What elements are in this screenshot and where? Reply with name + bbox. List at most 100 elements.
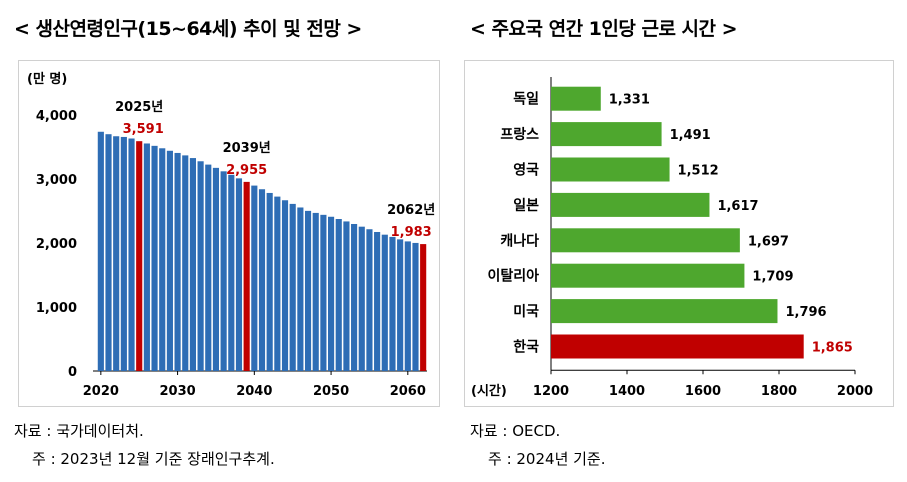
working-hours-chart: 독일 1,331 프랑스 1,491 영국 1,512 일본 1,617 캐나다 1,697 이탈리…	[464, 60, 894, 407]
bar	[374, 231, 381, 371]
category-label: 미국	[513, 304, 539, 320]
value-label: 1,709	[752, 270, 793, 285]
bar	[274, 196, 281, 371]
right-chart-title: < 주요국 연간 1인당 근로 시간 >	[470, 18, 738, 40]
x-tick-label: 1200	[533, 384, 569, 399]
x-tick-label: 2060	[390, 384, 426, 399]
bar	[120, 136, 127, 371]
working-age-population-svg: (만 명) 0 1,000 2,000 3,000 4,000 2020 2030 2040 20…	[27, 71, 435, 399]
bar	[197, 161, 204, 371]
right-source-note: 자료 : OECD.	[470, 422, 561, 440]
value-label: 1,512	[678, 164, 719, 179]
x-tick-label: 2000	[837, 384, 873, 399]
bar	[281, 200, 289, 371]
value-label: 1,491	[670, 128, 711, 143]
bar	[389, 236, 396, 371]
right-footnote: 주 : 2024년 기준.	[488, 450, 606, 468]
bar	[551, 299, 778, 324]
x-tick-label: 2020	[83, 384, 119, 399]
bar	[136, 141, 143, 371]
bar	[212, 167, 220, 371]
bar	[420, 244, 427, 371]
bar	[189, 158, 196, 371]
bar	[143, 143, 150, 371]
x-tick-label: 2040	[236, 384, 272, 399]
bar	[551, 122, 662, 147]
x-tick-label: 2050	[313, 384, 349, 399]
annotation-year: 2062년	[387, 203, 435, 218]
bar	[182, 155, 189, 371]
bar	[328, 216, 335, 371]
bar	[159, 148, 166, 371]
bar	[351, 223, 358, 371]
category-label: 영국	[513, 162, 539, 179]
bar	[258, 189, 266, 371]
bar	[128, 138, 135, 371]
y-unit-label: (만 명)	[27, 71, 67, 87]
annotation-value: 1,983	[391, 225, 432, 240]
y-tick-label: 4,000	[36, 109, 77, 124]
bar	[551, 228, 740, 253]
bar	[235, 178, 243, 371]
x-tick-label: 2030	[159, 384, 195, 399]
bar	[320, 214, 327, 371]
working-age-population-chart: (만 명) 0 1,000 2,000 3,000 4,000 2020 2030 2040 20…	[18, 60, 440, 407]
bar	[412, 242, 419, 371]
bar	[312, 212, 319, 371]
category-label: 일본	[513, 198, 539, 214]
category-label: 한국	[513, 340, 539, 356]
value-label: 1,331	[609, 93, 650, 108]
bar	[551, 192, 710, 217]
bar	[228, 174, 235, 371]
value-label: 1,697	[748, 234, 789, 249]
x-tick-label: 1600	[685, 384, 721, 399]
bar	[335, 219, 342, 371]
bar	[166, 150, 173, 371]
annotation-value: 2,955	[226, 163, 267, 178]
bar	[304, 210, 312, 371]
bar	[243, 181, 250, 371]
value-label: 1,865	[812, 341, 853, 356]
bar	[97, 131, 104, 371]
x-tick-label: 1800	[761, 384, 797, 399]
value-label: 1,617	[717, 199, 758, 214]
bar	[297, 207, 304, 371]
bar	[151, 145, 158, 371]
bar	[366, 229, 373, 371]
y-tick-label: 3,000	[36, 173, 77, 188]
y-tick-label: 1,000	[36, 301, 77, 316]
bar	[381, 234, 388, 371]
category-label: 이탈리아	[487, 268, 539, 285]
bar	[251, 185, 258, 371]
bar	[397, 239, 404, 371]
left-footnote: 주 : 2023년 12월 기준 장래인구추계.	[32, 450, 275, 468]
bar	[551, 157, 670, 182]
category-label: 프랑스	[500, 127, 539, 143]
bar	[343, 221, 350, 371]
bar	[105, 134, 112, 371]
bar	[358, 226, 365, 371]
category-label: 독일	[513, 92, 539, 108]
bar	[205, 164, 212, 371]
bar	[404, 241, 411, 371]
y-tick-label: 2,000	[36, 237, 77, 252]
annotation-year: 2025년	[115, 100, 163, 115]
bar	[551, 86, 601, 111]
y-tick-label: 0	[68, 365, 77, 380]
x-unit-label: (시간)	[471, 383, 507, 399]
value-label: 1,796	[785, 305, 826, 320]
bar	[113, 136, 120, 371]
bar	[174, 152, 181, 371]
x-tick-label: 1400	[609, 384, 645, 399]
bar	[266, 192, 273, 371]
working-hours-svg: 독일 1,331 프랑스 1,491 영국 1,512 일본 1,617 캐나다 1,697 이탈리…	[471, 77, 873, 399]
bar	[220, 171, 227, 371]
bar	[289, 203, 296, 371]
annotation-year: 2039년	[223, 141, 271, 156]
left-source-note: 자료 : 국가데이터처.	[14, 422, 144, 440]
annotation-value: 3,591	[123, 122, 164, 137]
left-chart-title: < 생산연령인구(15~64세) 추이 및 전망 >	[14, 18, 362, 40]
bar	[551, 334, 804, 359]
category-label: 캐나다	[500, 233, 539, 249]
bar	[551, 263, 745, 288]
